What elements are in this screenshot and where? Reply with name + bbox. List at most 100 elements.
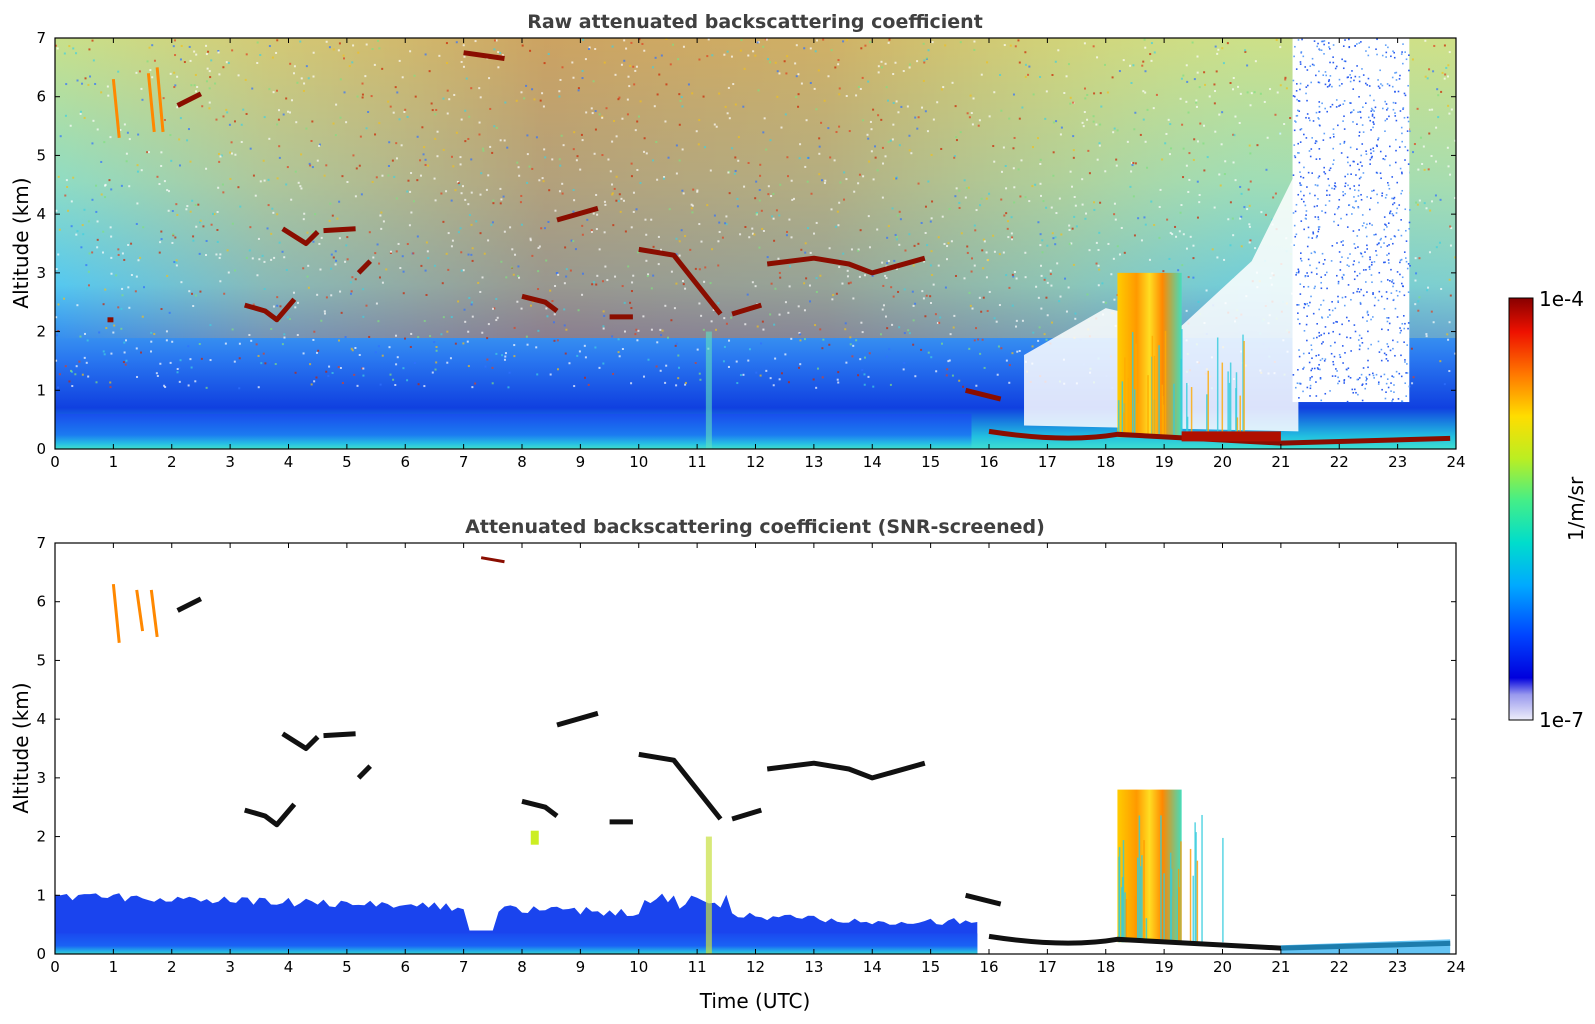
y-tick-label: 5: [36, 146, 46, 164]
boundary-layer: [55, 413, 972, 449]
cloud-layer: [176, 91, 203, 108]
cloud-layer: [244, 802, 297, 828]
cloud-layer: [638, 751, 723, 821]
cloud-layer: [731, 807, 763, 822]
aerosol-column: [705, 836, 712, 954]
x-tick-label: 9: [576, 453, 586, 471]
panel-raw-x-ticks: 0 1 2 3 4 5 6 7 8 9 10 11 12 13 14 15 16 17 18 19 20 21 22 23 24: [50, 38, 1466, 471]
virga-streak: [111, 583, 121, 643]
cloud-layer: [176, 596, 203, 613]
x-tick-label: 24: [1446, 453, 1465, 471]
cloud-fragment: [480, 556, 505, 564]
cloud-layer: [556, 710, 599, 728]
aerosol-patch: [530, 830, 539, 845]
x-tick-label: 14: [863, 958, 882, 976]
x-tick-label: 17: [1038, 453, 1057, 471]
x-tick-label: 4: [284, 453, 294, 471]
y-tick-label: 4: [36, 710, 46, 728]
cloud-layer: [323, 226, 356, 234]
x-tick-label: 10: [629, 453, 648, 471]
y-tick-label: 7: [36, 534, 46, 552]
y-tick-label: 3: [36, 264, 46, 282]
y-tick-label: 6: [36, 593, 46, 611]
cloud-layer: [521, 798, 559, 818]
x-tick-label: 20: [1213, 958, 1232, 976]
y-tick-label: 4: [36, 205, 46, 223]
panel-screened: Attenuated backscattering coefficient (S…: [9, 516, 1466, 1013]
colorbar: 1e-4 1e-7 1/m/sr: [1508, 287, 1588, 732]
x-tick-label: 16: [979, 453, 998, 471]
x-tick-label: 12: [746, 958, 765, 976]
x-tick-label: 7: [459, 958, 469, 976]
cloud-layer: [766, 255, 926, 276]
x-tick-label: 5: [342, 453, 352, 471]
x-tick-label: 6: [400, 958, 410, 976]
low-layer: [988, 933, 1451, 951]
x-tick-label: 7: [459, 453, 469, 471]
y-tick-label: 2: [36, 828, 46, 846]
panel-raw: Raw attenuated backscattering coefficien…: [9, 11, 1466, 471]
cloud-layer: [356, 764, 372, 780]
x-tick-label: 13: [804, 958, 823, 976]
x-tick-label: 11: [688, 958, 707, 976]
clear-region: [1024, 167, 1299, 432]
y-tick-label: 1: [36, 381, 46, 399]
cloud-layer: [281, 226, 320, 246]
y-tick-label: 2: [36, 323, 46, 341]
low-layer-fill: [1280, 939, 1451, 954]
cloud-layer: [964, 387, 1002, 402]
x-tick-label: 14: [863, 453, 882, 471]
x-tick-label: 19: [1155, 958, 1174, 976]
cloud-layer: [323, 731, 356, 739]
aerosol-column: [705, 331, 712, 449]
colorbar-label: 1/m/sr: [1564, 476, 1588, 541]
panel-screened-title: Attenuated backscattering coefficient (S…: [465, 516, 1045, 538]
panel-screened-y-label: Altitude (km): [9, 682, 33, 813]
y-tick-label: 3: [36, 769, 46, 787]
x-tick-label: 16: [979, 958, 998, 976]
colorbar-max-label: 1e-4: [1539, 287, 1584, 311]
cloud-layer: [356, 259, 372, 275]
low-layer: [988, 428, 1451, 446]
cloud-layer: [731, 302, 763, 317]
panel-raw-y-ticks: 0 1 2 3 4 5 6 7: [36, 29, 1456, 458]
x-tick-label: 17: [1038, 958, 1057, 976]
virga-streak: [135, 589, 145, 632]
x-tick-label: 5: [342, 958, 352, 976]
x-tick-label: 13: [804, 453, 823, 471]
x-tick-label: 24: [1446, 958, 1465, 976]
x-tick-label: 21: [1271, 958, 1290, 976]
cloud-layer: [638, 246, 723, 316]
x-tick-label: 2: [167, 958, 177, 976]
panel-raw-title: Raw attenuated backscattering coefficien…: [527, 11, 983, 33]
y-tick-label: 1: [36, 886, 46, 904]
virga-streak: [155, 67, 165, 133]
x-tick-label: 22: [1330, 453, 1349, 471]
clear-gap: [1292, 38, 1410, 403]
cloud-layer: [463, 50, 505, 61]
x-tick-label: 2: [167, 453, 177, 471]
panel-screened-x-ticks: 0 1 2 3 4 5 6 7 8 9 10 11 12 13 14 15 16 17 18 19 20 21 22 23 24: [50, 543, 1466, 976]
virga-streak: [111, 78, 121, 138]
x-tick-label: 0: [50, 958, 60, 976]
x-tick-label: 9: [576, 958, 586, 976]
x-tick-label: 15: [921, 958, 940, 976]
x-tick-label: 12: [746, 453, 765, 471]
panel-screened-y-ticks: 0 1 2 3 4 5 6 7: [36, 534, 1456, 963]
cloud-layer: [521, 293, 559, 313]
x-tick-label: 19: [1155, 453, 1174, 471]
x-tick-label: 23: [1388, 453, 1407, 471]
x-tick-label: 23: [1388, 958, 1407, 976]
x-tick-label: 3: [225, 453, 235, 471]
cloud-layer: [964, 892, 1002, 907]
panel-raw-heatmap: [55, 38, 1456, 449]
x-tick-label: 0: [50, 453, 60, 471]
x-tick-label: 18: [1096, 958, 1115, 976]
cloud-layer: [556, 205, 599, 223]
panel-raw-y-label: Altitude (km): [9, 177, 33, 308]
x-tick-label: 11: [688, 453, 707, 471]
virga-streak: [149, 589, 159, 638]
x-tick-label: 18: [1096, 453, 1115, 471]
y-tick-label: 5: [36, 651, 46, 669]
